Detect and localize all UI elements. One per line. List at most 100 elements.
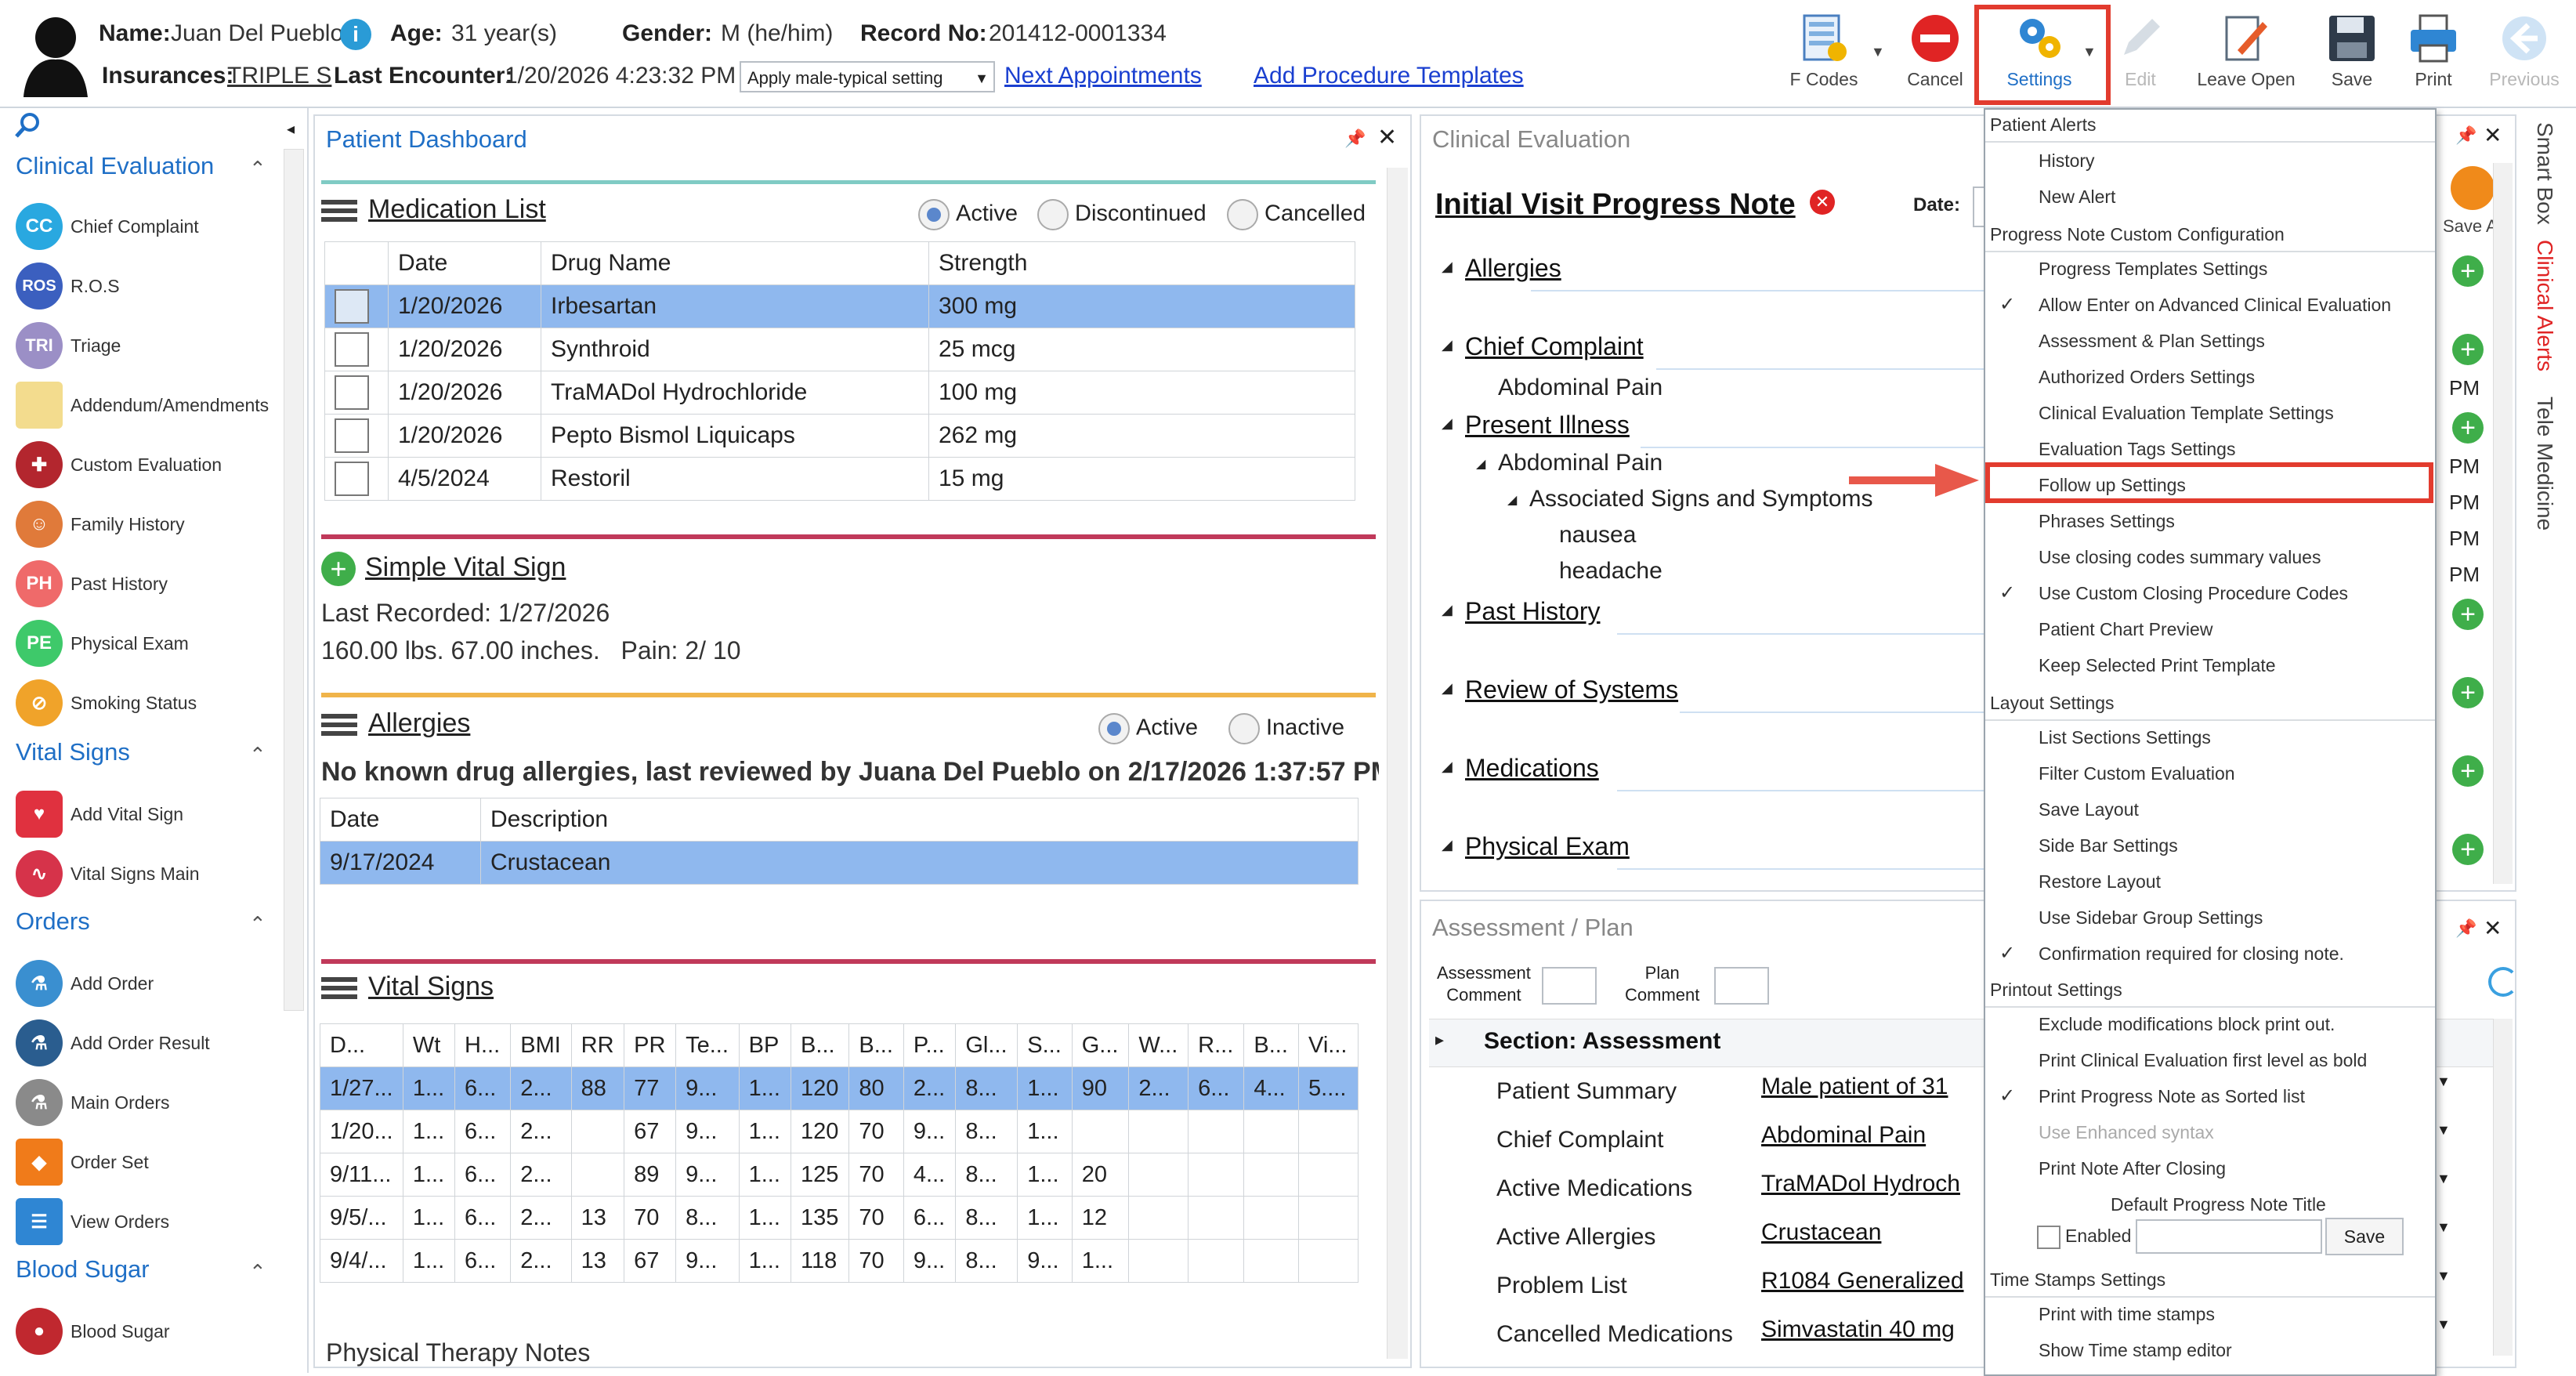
sidebar-item-past-history[interactable]: PH Past History: [16, 558, 168, 610]
table-row[interactable]: 1/20/2026 TraMADol Hydrochloride 100 mg: [324, 371, 1355, 415]
add-icon[interactable]: +: [2452, 834, 2484, 865]
close-icon[interactable]: ✕: [2484, 123, 2502, 147]
menu-item-assessment-plan[interactable]: Assessment & Plan Settings: [2039, 331, 2265, 351]
default-title-input[interactable]: [2136, 1219, 2322, 1254]
info-icon[interactable]: i: [340, 19, 371, 50]
add-procedure-templates-link[interactable]: Add Procedure Templates: [1254, 63, 1524, 89]
add-icon[interactable]: +: [2452, 677, 2484, 708]
column-header[interactable]: Vi...: [1298, 1023, 1359, 1067]
section-past-history[interactable]: Past History: [1465, 597, 1601, 625]
edit-button[interactable]: Edit: [2109, 11, 2172, 97]
settings-dropdown-icon[interactable]: ▼: [2082, 44, 2097, 60]
row-checkbox[interactable]: [335, 462, 369, 496]
row-checkbox[interactable]: [335, 332, 369, 367]
menu-item-history[interactable]: History: [2039, 150, 2095, 171]
sidebar-item-vital-signs-main[interactable]: ∿ Vital Signs Main: [16, 848, 200, 900]
row-checkbox[interactable]: [335, 289, 369, 324]
previous-button[interactable]: Previous: [2477, 11, 2571, 97]
collapse-icon[interactable]: ◢: [1442, 259, 1453, 274]
save-as-icon[interactable]: [2451, 166, 2495, 210]
collapse-icon[interactable]: ◢: [1442, 837, 1453, 853]
column-header[interactable]: B...: [848, 1023, 904, 1067]
menu-item-print-after-closing[interactable]: Print Note After Closing: [2039, 1158, 2227, 1179]
collapse-icon[interactable]: ◢: [1442, 337, 1453, 353]
menu-item-keep-print[interactable]: Keep Selected Print Template: [2039, 655, 2276, 675]
present-illness-item[interactable]: Abdominal Pain: [1498, 450, 1663, 476]
table-row[interactable]: 9/4/... 1... 6... 2... 13 67 9... 1... 118 70 9...…: [320, 1239, 1359, 1283]
chevron-up-icon[interactable]: ⌃: [249, 743, 266, 766]
menu-item-side-bar[interactable]: Side Bar Settings: [2039, 835, 2178, 856]
section-physical-exam[interactable]: Physical Exam: [1465, 832, 1630, 860]
column-header[interactable]: Te...: [675, 1023, 740, 1067]
column-header[interactable]: W...: [1128, 1023, 1189, 1067]
pin-icon[interactable]: 📌: [1344, 129, 1366, 148]
row-dropdown-icon[interactable]: ▼: [2437, 1122, 2451, 1138]
row-value-link[interactable]: Male patient of 31: [1761, 1074, 1948, 1099]
column-header[interactable]: B...: [791, 1023, 850, 1067]
group-clinical-evaluation[interactable]: Clinical Evaluation: [16, 152, 215, 179]
sidebar-item-family-history[interactable]: ☺ Family History: [16, 498, 185, 550]
tab-smart-box[interactable]: Smart Box: [2533, 122, 2557, 225]
save-button[interactable]: Save: [2321, 11, 2383, 97]
row-checkbox[interactable]: [335, 418, 369, 453]
enabled-checkbox[interactable]: [2037, 1226, 2060, 1249]
sidebar-item-main-orders[interactable]: ⚗ Main Orders: [16, 1077, 170, 1128]
fcodes-dropdown-icon[interactable]: ▼: [1871, 44, 1885, 60]
column-header[interactable]: BP: [738, 1023, 792, 1067]
insurance-link[interactable]: TRIPLE S: [227, 63, 332, 89]
add-icon[interactable]: +: [2452, 334, 2484, 365]
column-header[interactable]: Date: [388, 241, 541, 285]
chief-complaint-item[interactable]: Abdominal Pain: [1498, 375, 1663, 400]
setting-select[interactable]: Apply male-typical setting ▼: [740, 61, 995, 92]
group-blood-sugar[interactable]: Blood Sugar: [16, 1255, 150, 1283]
chevron-up-icon[interactable]: ⌃: [249, 1260, 266, 1284]
allergy-filter-inactive[interactable]: Inactive: [1228, 713, 1344, 744]
menu-item-evaluation-tags[interactable]: Evaluation Tags Settings: [2039, 439, 2236, 459]
close-icon[interactable]: ✕: [2484, 916, 2502, 940]
section-chief-complaint[interactable]: Chief Complaint: [1465, 332, 1644, 360]
medication-filter-discontinued[interactable]: Discontinued: [1037, 199, 1207, 230]
section-medications[interactable]: Medications: [1465, 754, 1599, 782]
chevron-up-icon[interactable]: ⌃: [249, 912, 266, 936]
sidebar-item-add-order[interactable]: ⚗ Add Order: [16, 958, 154, 1009]
collapse-icon[interactable]: ◢: [1507, 494, 1518, 507]
menu-item-ce-template[interactable]: Clinical Evaluation Template Settings: [2039, 403, 2334, 423]
menu-icon[interactable]: [321, 973, 357, 1003]
collapse-icon[interactable]: ◢: [1442, 415, 1453, 431]
column-header[interactable]: G...: [1071, 1023, 1130, 1067]
search-icon[interactable]: [14, 111, 42, 139]
clinical-scrollbar[interactable]: [2493, 163, 2513, 884]
sidebar-item-addendum[interactable]: Addendum/Amendments: [16, 379, 269, 431]
row-dropdown-icon[interactable]: ▼: [2437, 1268, 2451, 1284]
remove-icon[interactable]: ✕: [1810, 190, 1835, 215]
settings-button[interactable]: Settings: [1985, 11, 2093, 97]
chevron-up-icon[interactable]: ⌃: [249, 157, 266, 180]
menu-item-print-first-level[interactable]: Print Clinical Evaluation first level as…: [2039, 1050, 2368, 1070]
menu-item-progress-templates[interactable]: Progress Templates Settings: [2039, 259, 2268, 279]
menu-item-show-time-editor[interactable]: Show Time stamp editor: [2039, 1340, 2232, 1360]
column-header[interactable]: Description: [480, 798, 1359, 842]
menu-item-list-sections[interactable]: List Sections Settings: [2039, 727, 2211, 748]
sidebar-item-blood-sugar[interactable]: ● Blood Sugar: [16, 1305, 170, 1357]
default-title-save-button[interactable]: Save: [2325, 1218, 2404, 1255]
section-present-illness[interactable]: Present Illness: [1465, 411, 1630, 439]
menu-item-confirm-closing[interactable]: Confirmation required for closing note.: [2039, 943, 2344, 964]
column-header[interactable]: BMI: [510, 1023, 572, 1067]
row-value-link[interactable]: Crustacean: [1761, 1219, 1882, 1245]
pin-icon[interactable]: 📌: [2455, 125, 2477, 145]
table-row[interactable]: 1/20... 1... 6... 2... 67 9... 1... 120 70 9... 8.…: [320, 1110, 1359, 1153]
column-header[interactable]: H...: [454, 1023, 512, 1067]
column-header[interactable]: R...: [1188, 1023, 1245, 1067]
associated-signs[interactable]: Associated Signs and Symptoms: [1529, 486, 1873, 512]
dashboard-scrollbar[interactable]: [1387, 168, 1408, 1359]
menu-item-new-alert[interactable]: New Alert: [2039, 186, 2116, 207]
column-header[interactable]: Date: [320, 798, 481, 842]
sidebar-item-triage[interactable]: TRI Triage: [16, 320, 121, 371]
column-header[interactable]: Drug Name: [541, 241, 929, 285]
medication-filter-cancelled[interactable]: Cancelled: [1227, 199, 1366, 230]
column-header[interactable]: Wt: [402, 1023, 456, 1067]
add-icon[interactable]: +: [321, 552, 356, 586]
add-icon[interactable]: +: [2452, 412, 2484, 444]
symptom-headache[interactable]: headache: [1559, 558, 1662, 584]
menu-item-print-time-stamps[interactable]: Print with time stamps: [2039, 1304, 2215, 1324]
